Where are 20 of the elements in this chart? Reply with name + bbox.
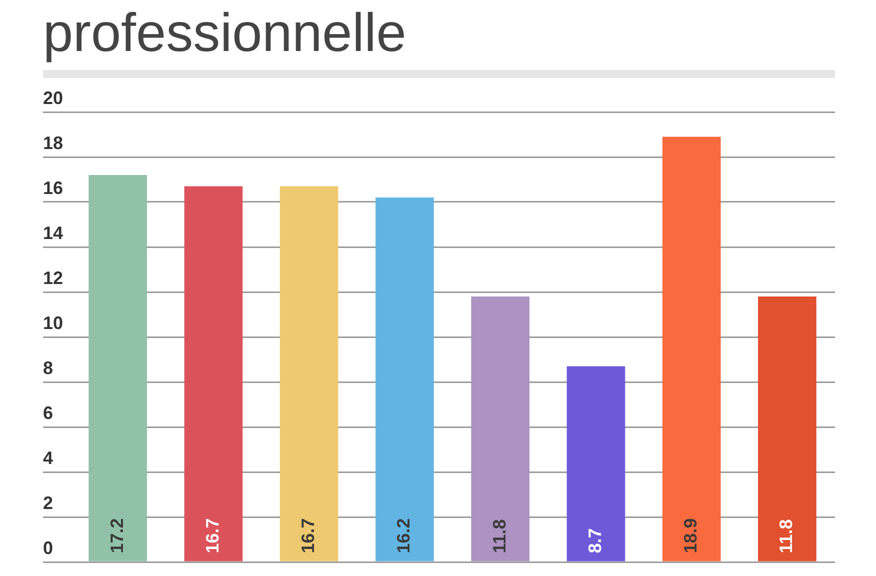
chart-title: professionnelle xyxy=(43,2,406,64)
data-label: 11.8 xyxy=(489,519,510,554)
y-tick-label: 12 xyxy=(43,268,64,288)
data-label: 11.8 xyxy=(776,519,796,554)
y-tick-label: 16 xyxy=(43,178,64,198)
data-label: 18.9 xyxy=(680,518,701,554)
y-tick-label: 0 xyxy=(43,538,54,558)
y-tick-label: 4 xyxy=(43,448,54,468)
y-tick-label: 6 xyxy=(43,402,54,423)
y-tick-label: 10 xyxy=(43,312,64,333)
y-tick-label: 20 xyxy=(43,88,64,108)
y-tick-label: 14 xyxy=(43,222,64,243)
y-tick-label: 18 xyxy=(43,132,64,153)
data-label: 16.7 xyxy=(202,518,222,554)
data-label: 16.7 xyxy=(298,518,318,554)
data-label: 8.7 xyxy=(584,528,605,554)
data-label: 16.2 xyxy=(394,518,414,554)
data-label: 17.2 xyxy=(106,518,127,554)
y-tick-label: 8 xyxy=(43,358,54,378)
y-tick-label: 2 xyxy=(43,492,54,513)
